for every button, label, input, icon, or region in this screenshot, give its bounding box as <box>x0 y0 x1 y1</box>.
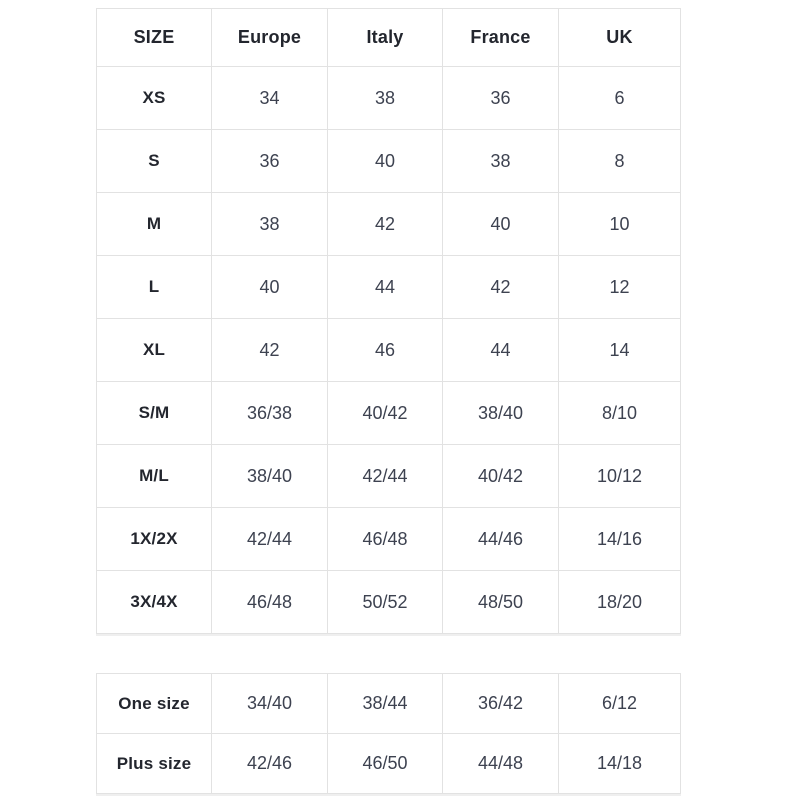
value-cell: 44 <box>442 318 559 382</box>
value-cell: 40 <box>211 255 328 319</box>
value-cell: 38 <box>211 192 328 256</box>
column-header-size: SIZE <box>96 8 212 67</box>
value-cell: 34/40 <box>211 673 328 734</box>
value-cell: 12 <box>558 255 681 319</box>
value-cell: 46/48 <box>211 570 328 634</box>
table-row-xl: XL 42 46 44 14 <box>96 318 681 382</box>
size-cell: XL <box>96 318 212 382</box>
value-cell: 10/12 <box>558 444 681 508</box>
value-cell: 10 <box>558 192 681 256</box>
value-cell: 42/44 <box>211 507 328 571</box>
table-row-3x4x: 3X/4X 46/48 50/52 48/50 18/20 <box>96 570 681 634</box>
size-cell: 1X/2X <box>96 507 212 571</box>
size-cell: M <box>96 192 212 256</box>
value-cell: 38 <box>442 129 559 193</box>
table-row-plus-size: Plus size 42/46 46/50 44/48 14/18 <box>96 733 681 794</box>
column-header-italy: Italy <box>327 8 443 67</box>
size-cell: L <box>96 255 212 319</box>
value-cell: 36/42 <box>442 673 559 734</box>
column-header-europe: Europe <box>211 8 328 67</box>
value-cell: 18/20 <box>558 570 681 634</box>
value-cell: 44/46 <box>442 507 559 571</box>
value-cell: 38 <box>327 66 443 130</box>
size-cell: M/L <box>96 444 212 508</box>
value-cell: 40 <box>442 192 559 256</box>
table-header-row: SIZE Europe Italy France UK <box>96 8 681 67</box>
table-gap <box>96 634 800 673</box>
size-conversion-table: SIZE Europe Italy France UK XS 34 38 36 … <box>96 8 681 634</box>
value-cell: 42 <box>442 255 559 319</box>
value-cell: 42 <box>211 318 328 382</box>
size-cell: 3X/4X <box>96 570 212 634</box>
value-cell: 36/38 <box>211 381 328 445</box>
value-cell: 50/52 <box>327 570 443 634</box>
size-cell: S/M <box>96 381 212 445</box>
value-cell: 42 <box>327 192 443 256</box>
size-cell: XS <box>96 66 212 130</box>
value-cell: 46/48 <box>327 507 443 571</box>
value-cell: 36 <box>211 129 328 193</box>
value-cell: 42/44 <box>327 444 443 508</box>
size-cell: One size <box>96 673 212 734</box>
column-header-uk: UK <box>558 8 681 67</box>
value-cell: 6 <box>558 66 681 130</box>
table-row-xs: XS 34 38 36 6 <box>96 66 681 130</box>
table-row-1x2x: 1X/2X 42/44 46/48 44/46 14/16 <box>96 507 681 571</box>
value-cell: 46/50 <box>327 733 443 794</box>
value-cell: 8 <box>558 129 681 193</box>
value-cell: 40/42 <box>442 444 559 508</box>
table-row-m: M 38 42 40 10 <box>96 192 681 256</box>
value-cell: 38/40 <box>211 444 328 508</box>
value-cell: 48/50 <box>442 570 559 634</box>
table-row-l: L 40 44 42 12 <box>96 255 681 319</box>
value-cell: 6/12 <box>558 673 681 734</box>
value-cell: 40 <box>327 129 443 193</box>
table-row-s: S 36 40 38 8 <box>96 129 681 193</box>
value-cell: 36 <box>442 66 559 130</box>
value-cell: 8/10 <box>558 381 681 445</box>
value-cell: 38/44 <box>327 673 443 734</box>
value-cell: 46 <box>327 318 443 382</box>
table-row-ml: M/L 38/40 42/44 40/42 10/12 <box>96 444 681 508</box>
table-row-one-size: One size 34/40 38/44 36/42 6/12 <box>96 673 681 734</box>
value-cell: 14/16 <box>558 507 681 571</box>
column-header-france: France <box>442 8 559 67</box>
table-row-sm: S/M 36/38 40/42 38/40 8/10 <box>96 381 681 445</box>
value-cell: 44 <box>327 255 443 319</box>
value-cell: 42/46 <box>211 733 328 794</box>
value-cell: 14 <box>558 318 681 382</box>
value-cell: 40/42 <box>327 381 443 445</box>
value-cell: 34 <box>211 66 328 130</box>
value-cell: 44/48 <box>442 733 559 794</box>
value-cell: 38/40 <box>442 381 559 445</box>
size-cell: Plus size <box>96 733 212 794</box>
special-sizes-table: One size 34/40 38/44 36/42 6/12 Plus siz… <box>96 673 681 794</box>
value-cell: 14/18 <box>558 733 681 794</box>
size-cell: S <box>96 129 212 193</box>
